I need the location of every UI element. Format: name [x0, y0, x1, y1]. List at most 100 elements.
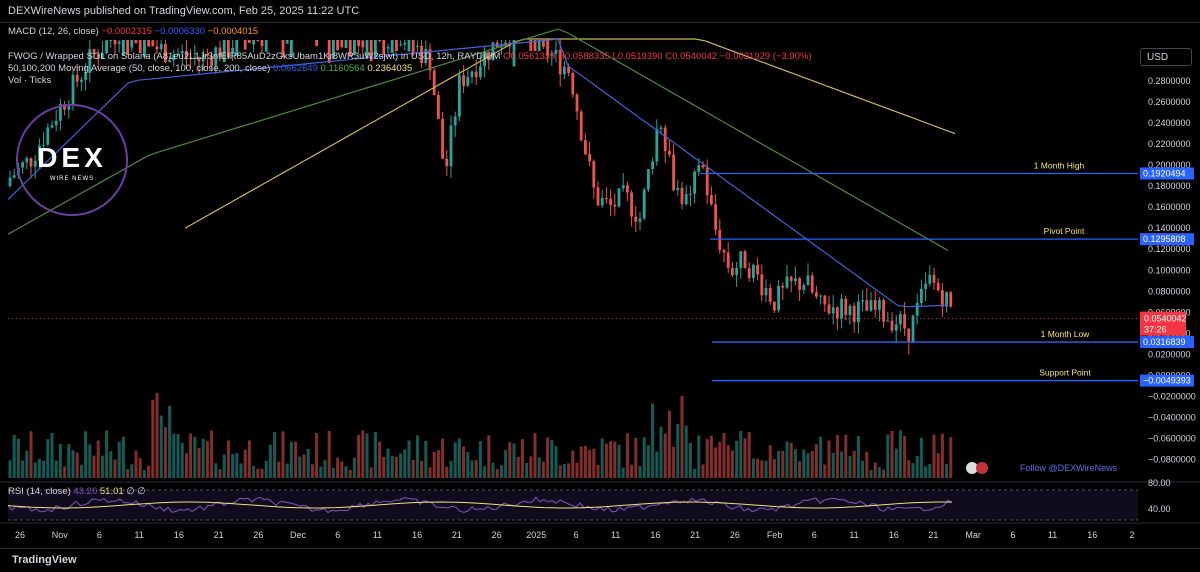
volume-bar: [903, 436, 907, 478]
volume-bar: [504, 450, 508, 478]
ma-legend[interactable]: 50,100,200 Moving Average (50, close, 10…: [8, 63, 412, 74]
volume-bar: [487, 435, 491, 478]
candle-body: [861, 300, 864, 302]
candle-body: [785, 276, 789, 288]
candle-body: [634, 216, 638, 222]
rsi-value-3: ∅: [126, 486, 135, 497]
volume-bar: [793, 449, 797, 478]
last-price-label: 0.0540042: [1144, 314, 1187, 324]
candle-body: [75, 74, 79, 82]
volume-bar: [890, 430, 894, 478]
currency-selector[interactable]: USD: [1140, 48, 1192, 66]
volume-bar: [827, 440, 831, 478]
candle-body: [647, 169, 650, 190]
level-badge: [1140, 336, 1194, 349]
candle-body: [416, 45, 419, 47]
candle-body: [945, 292, 948, 307]
candle-body: [941, 290, 944, 307]
candle-body: [701, 165, 705, 168]
volume-bar: [869, 469, 873, 478]
volume-bar: [567, 463, 571, 478]
volume-bar: [264, 460, 268, 478]
candle-body: [613, 204, 617, 207]
symbol-label: FWOG / Wrapped SOL on Solana (A81eu2L1Jr…: [8, 51, 501, 62]
candle-body: [668, 151, 671, 155]
volume-bar: [75, 452, 79, 478]
volume-bar: [718, 441, 722, 478]
volume-bar: [386, 448, 390, 478]
rsi-legend[interactable]: RSI (14, close) 43.20 51.01 ∅ ∅: [8, 486, 146, 497]
candle-body: [260, 40, 264, 47]
candle-body: [672, 154, 675, 191]
volume-bar: [571, 450, 575, 478]
volume-bar: [617, 444, 621, 478]
volume-bar: [613, 441, 617, 478]
volume-bar: [907, 460, 911, 478]
x-tick-label: Mar: [965, 530, 981, 540]
us-flag-icon: [966, 462, 978, 474]
candle-body: [185, 51, 188, 58]
volume-bar: [260, 468, 264, 478]
candle-body: [332, 40, 335, 59]
x-tick-label: 26: [15, 530, 25, 540]
volume-bar: [638, 466, 642, 478]
candle-body: [92, 49, 96, 55]
volume-bar: [373, 432, 377, 478]
x-tick-label: 21: [214, 530, 224, 540]
volume-legend[interactable]: Vol · Ticks: [8, 75, 51, 86]
volume-bar: [71, 450, 75, 478]
volume-bar: [634, 437, 638, 478]
volume-bar: [537, 457, 541, 478]
candle-body: [101, 53, 104, 59]
volume-bar: [394, 456, 398, 478]
symbol-legend[interactable]: FWOG / Wrapped SOL on Solana (A81eu2L1Jr…: [8, 51, 812, 62]
candle-body: [445, 158, 449, 167]
macd-legend[interactable]: MACD (12, 26, close) −0.0002315 −0.00063…: [8, 26, 258, 37]
ma100-line: [7, 28, 949, 252]
price-tick-label: 0.2800000: [1148, 76, 1191, 86]
candle-body: [386, 46, 390, 49]
candle-body: [886, 320, 890, 322]
candle-body: [924, 283, 927, 289]
candle-body: [222, 40, 226, 63]
volume-bar: [520, 439, 524, 478]
volume-bar: [382, 456, 386, 478]
volume-bar: [210, 430, 214, 478]
volume-bar: [844, 434, 848, 478]
volume-bar: [768, 445, 772, 478]
candle-body: [873, 300, 877, 310]
candle-body: [596, 187, 600, 206]
x-tick-label: 16: [650, 530, 660, 540]
candle-body: [584, 140, 587, 155]
volume-bar: [462, 446, 466, 478]
candle-body: [575, 94, 579, 112]
price-tick-label: 0.1200000: [1148, 244, 1191, 254]
candle-body: [197, 57, 201, 62]
volume-bar: [760, 460, 764, 478]
candle-body: [168, 60, 171, 63]
volume-bar: [924, 466, 928, 478]
volume-bar: [554, 446, 558, 478]
volume-bar: [806, 453, 810, 478]
publisher-bar: DEXWireNews published on TradingView.com…: [0, 0, 1200, 22]
volume-bar: [529, 456, 533, 478]
volume-bar: [268, 444, 272, 478]
volume-bar: [390, 455, 394, 478]
candle-body: [823, 295, 827, 305]
candle-body: [180, 51, 184, 54]
candle-body: [722, 249, 726, 253]
candle-body: [542, 40, 545, 47]
tradingview-brand[interactable]: TradingView: [12, 554, 77, 566]
volume-bar: [100, 455, 104, 478]
candle-body: [147, 40, 150, 47]
volume-bar: [315, 433, 319, 478]
candle-body: [592, 161, 596, 188]
candle-body: [840, 298, 843, 319]
volume-bar: [453, 442, 457, 478]
candle-body: [609, 199, 612, 205]
volume-bar: [436, 450, 440, 478]
price-tick-label: 0.0200000: [1148, 349, 1191, 359]
volume-bar: [369, 467, 373, 478]
volume-bar: [168, 405, 172, 478]
